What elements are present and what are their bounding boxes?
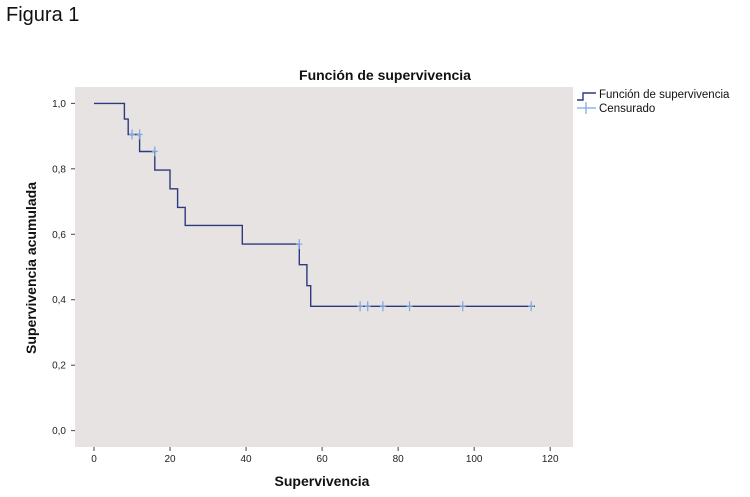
series-layer xyxy=(94,102,535,312)
legend-survival-swatch xyxy=(577,92,596,101)
figure-label: Figura 1 xyxy=(6,4,80,26)
legend-survival-label: Función de supervivencia xyxy=(599,89,730,101)
chart-title: Función de supervivencia xyxy=(299,67,471,83)
x-tick-label: 40 xyxy=(241,454,253,465)
survival-step-line xyxy=(94,102,535,307)
plot-area xyxy=(75,87,573,447)
y-tick-label: 0,4 xyxy=(52,295,66,306)
y-axis-title: Supervivencia acumulada xyxy=(23,182,39,354)
y-tick-label: 0,2 xyxy=(52,361,66,372)
x-tick-label: 100 xyxy=(466,454,483,465)
x-tick-label: 60 xyxy=(317,454,329,465)
y-tick-label: 0,0 xyxy=(52,426,66,437)
x-axis-title: Supervivencia xyxy=(275,473,370,489)
x-tick-label: 20 xyxy=(164,454,176,465)
y-tick-label: 1,0 xyxy=(52,99,66,110)
legend: Función de supervivencia Censurado xyxy=(577,89,730,115)
legend-censored-label: Censurado xyxy=(599,103,655,115)
y-tick-label: 0,8 xyxy=(52,164,66,175)
x-axis-ticks: 0 20 40 60 80 100 120 xyxy=(91,447,559,465)
y-tick-label: 0,6 xyxy=(52,230,66,241)
x-tick-label: 0 xyxy=(91,454,97,465)
x-tick-label: 80 xyxy=(393,454,405,465)
x-tick-label: 120 xyxy=(542,454,559,465)
y-axis-ticks: 0,0 0,2 0,4 0,6 0,8 1,0 xyxy=(52,99,75,437)
